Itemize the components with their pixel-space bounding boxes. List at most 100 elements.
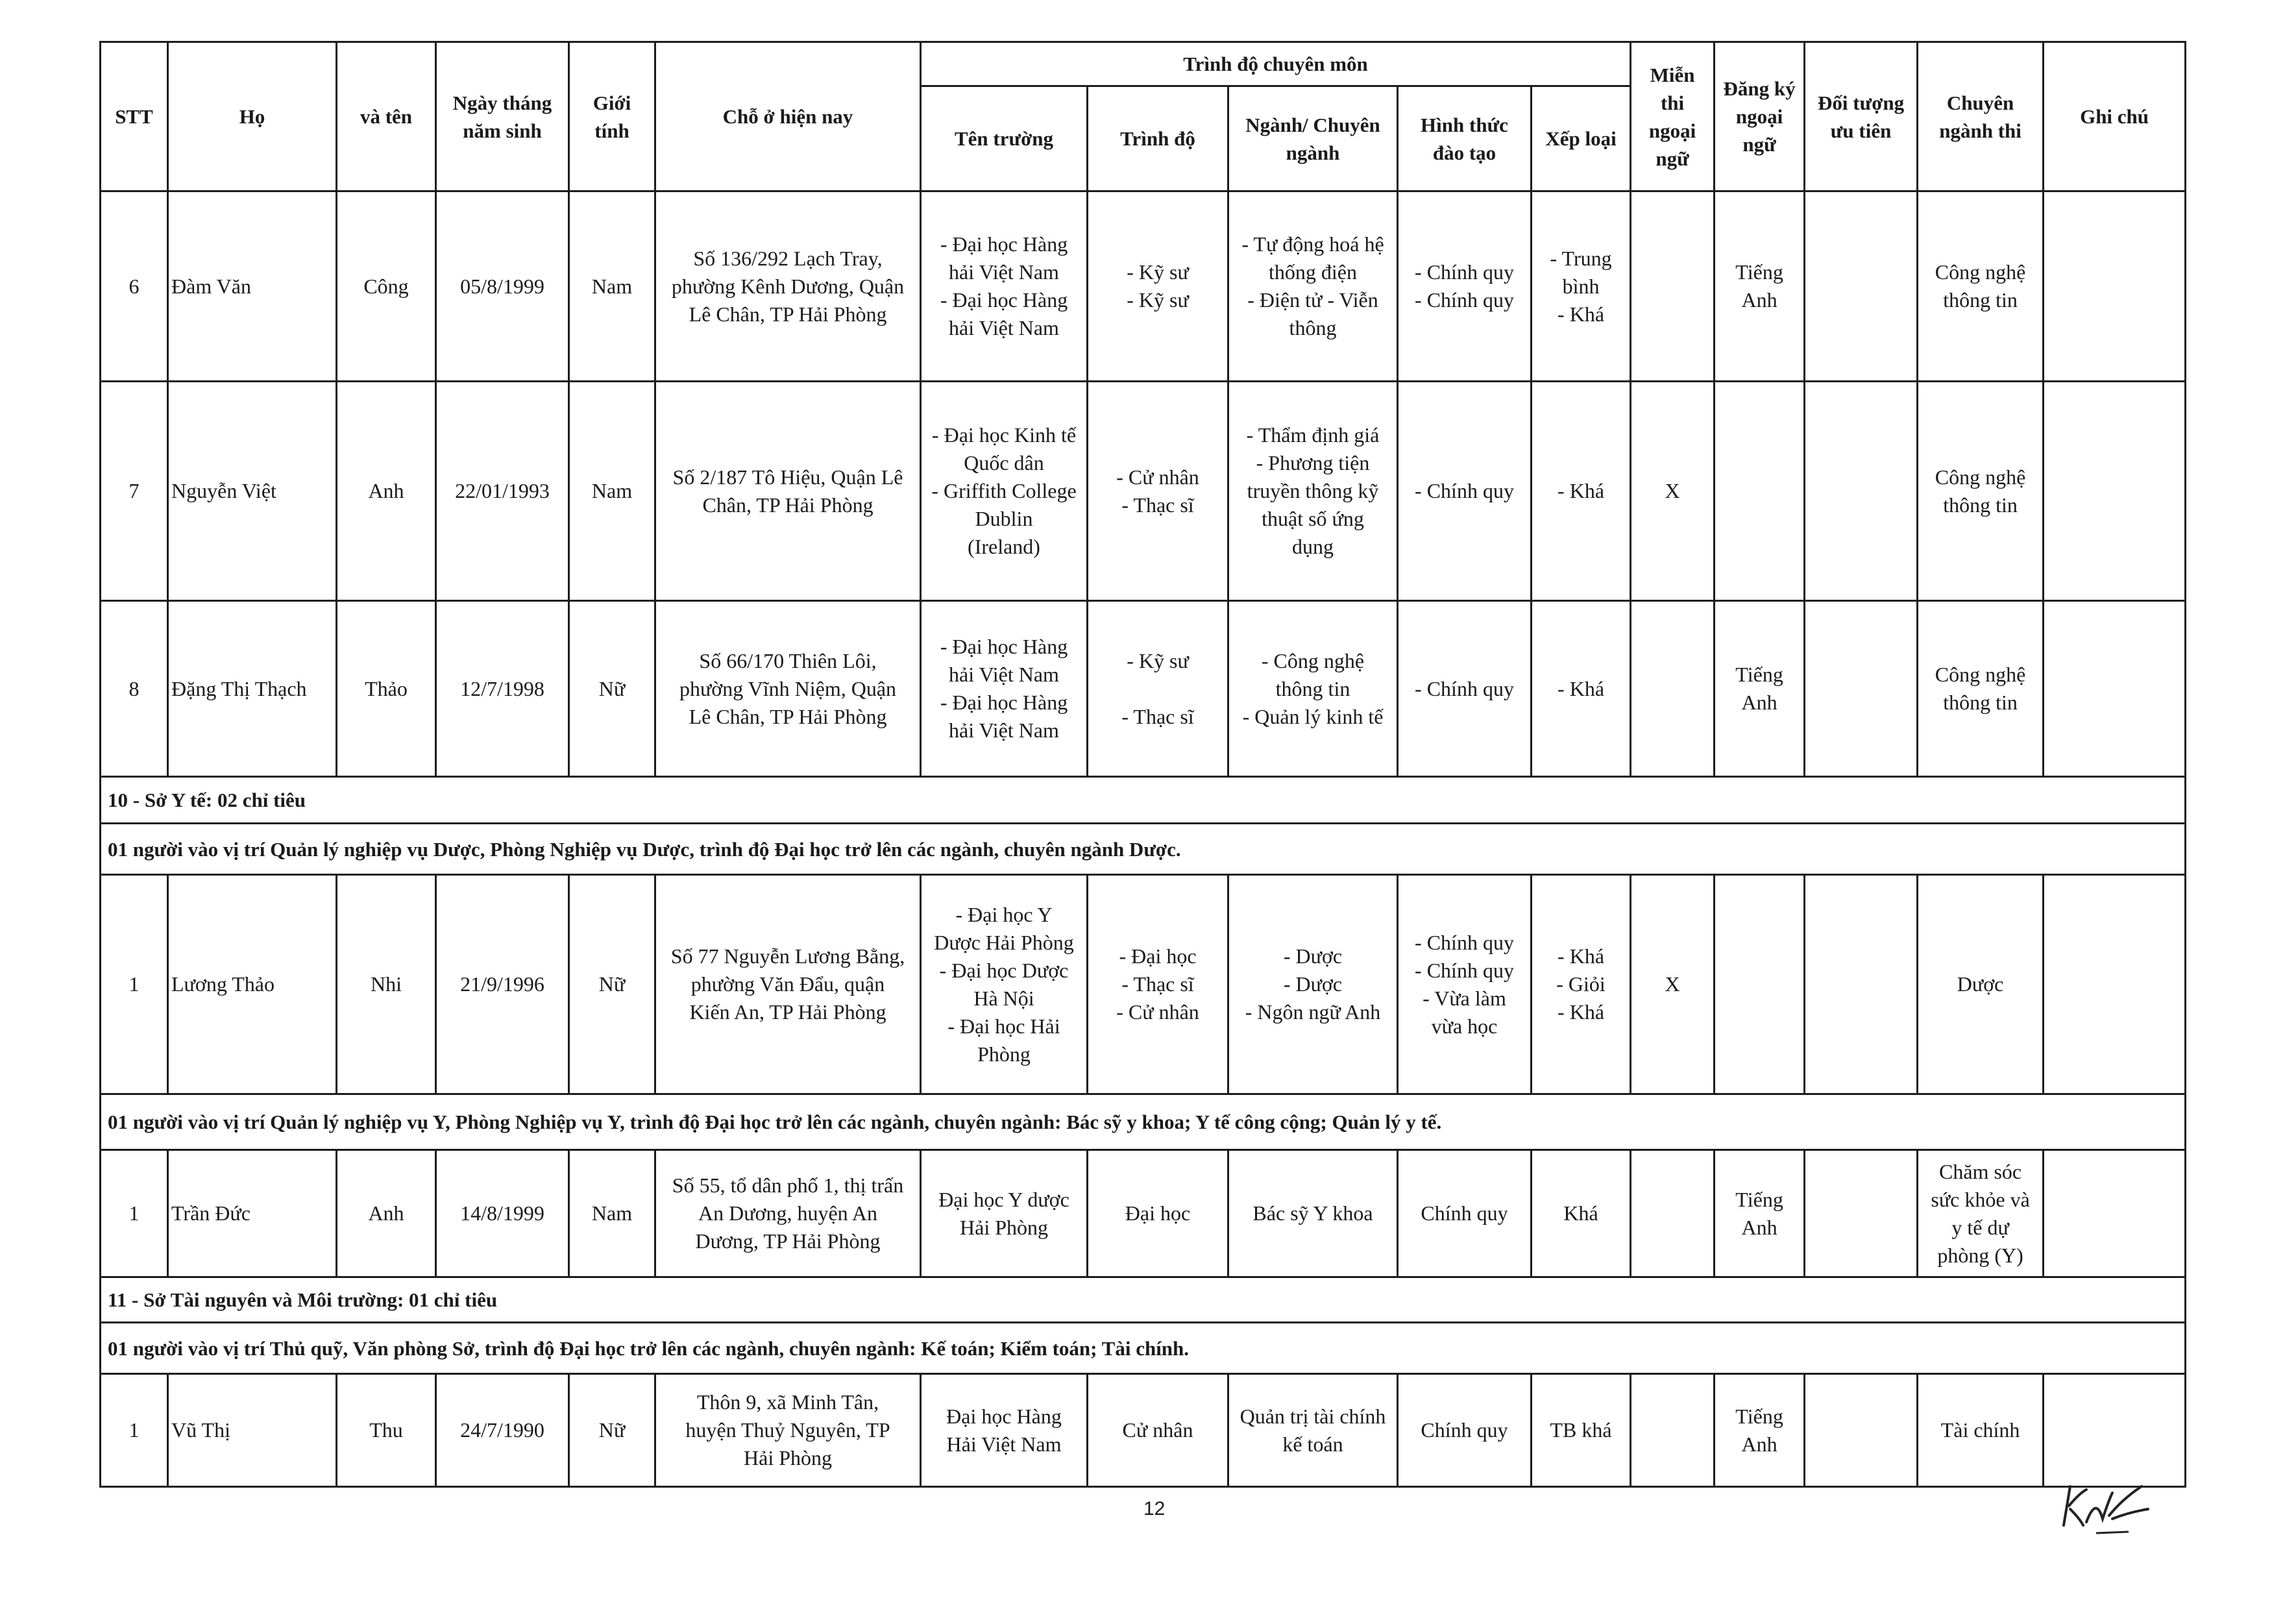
cell-ho: Đặng Thị Thạch bbox=[167, 600, 337, 778]
cell-ten: Nhi bbox=[336, 874, 437, 1095]
cell-ten-truong: - Đại học Hàng hải Việt Nam - Đại học Hà… bbox=[920, 190, 1088, 382]
cell-ho: Lương Thảo bbox=[167, 874, 337, 1095]
header-chuyen-nganh-thi: Chuyên ngành thi bbox=[1916, 41, 2045, 192]
header-doi-tuong: Đối tượng ưu tiên bbox=[1803, 41, 1919, 192]
section-row: 11 - Sở Tài nguyên và Môi trường: 01 chỉ… bbox=[99, 1276, 2187, 1323]
cell-ghi-chu bbox=[2042, 1149, 2187, 1278]
header-ten-truong: Tên trường bbox=[920, 85, 1088, 192]
cell-nganh: Bác sỹ Y khoa bbox=[1227, 1149, 1398, 1278]
cell-dang-ky: Tiếng Anh bbox=[1713, 190, 1806, 382]
cell-doi-tuong bbox=[1803, 1149, 1919, 1278]
cell-chuyen-nganh-thi: Công nghệ thông tin bbox=[1916, 600, 2045, 778]
header-nganh: Ngành/ Chuyên ngành bbox=[1227, 85, 1398, 192]
table-row: 7 Nguyễn Việt Anh 22/01/1993 Nam Số 2/187 Tô … bbox=[99, 380, 2187, 602]
cell-ngay-sinh: 14/8/1999 bbox=[435, 1149, 570, 1278]
cell-mien-thi bbox=[1630, 1149, 1716, 1278]
cell-mien-thi bbox=[1630, 600, 1716, 778]
cell-doi-tuong bbox=[1803, 1373, 1919, 1488]
cell-doi-tuong bbox=[1803, 380, 1919, 602]
cell-hinh-thuc: Chính quy bbox=[1397, 1149, 1532, 1278]
cell-nganh: - Thẩm định giá - Phương tiện truyền thô… bbox=[1227, 380, 1398, 602]
header-ngay-sinh: Ngày tháng năm sinh bbox=[435, 41, 570, 192]
cell-mien-thi: X bbox=[1630, 874, 1716, 1095]
cell-hinh-thuc: - Chính quy bbox=[1397, 380, 1532, 602]
page-number: 12 bbox=[1143, 1498, 1166, 1519]
signature-initials bbox=[2062, 1485, 2149, 1534]
cell-cho-o: Số 55, tổ dân phố 1, thị trấn An Dương, … bbox=[654, 1149, 922, 1278]
cell-gioi-tinh: Nữ bbox=[568, 600, 656, 778]
cell-ghi-chu bbox=[2042, 190, 2187, 382]
header-cho-o: Chỗ ở hiện nay bbox=[654, 41, 922, 192]
section-title: 01 người vào vị trí Thủ quỹ, Văn phòng S… bbox=[99, 1321, 2187, 1375]
cell-trinh-do: Đại học bbox=[1086, 1149, 1229, 1278]
cell-mien-thi bbox=[1630, 190, 1716, 382]
cell-dang-ky: Tiếng Anh bbox=[1713, 1373, 1806, 1488]
cell-gioi-tinh: Nam bbox=[568, 1149, 656, 1278]
cell-ngay-sinh: 24/7/1990 bbox=[435, 1373, 570, 1488]
cell-ten-truong: - Đại học Hàng hải Việt Nam - Đại học Hà… bbox=[920, 600, 1088, 778]
cell-ten-truong: - Đại học Kinh tế Quốc dân - Griffith Co… bbox=[920, 380, 1088, 602]
section-row: 01 người vào vị trí Quản lý nghiệp vụ Dư… bbox=[99, 822, 2187, 876]
cell-ho: Đàm Văn bbox=[167, 190, 337, 382]
cell-trinh-do: - Kỹ sư - Kỹ sư bbox=[1086, 190, 1229, 382]
cell-ho: Nguyễn Việt bbox=[167, 380, 337, 602]
cell-ten: Thu bbox=[336, 1373, 437, 1488]
cell-doi-tuong bbox=[1803, 600, 1919, 778]
cell-nganh: - Tự động hoá hệ thống điện - Điện tử - … bbox=[1227, 190, 1398, 382]
header-ho: Họ bbox=[167, 41, 337, 192]
cell-ngay-sinh: 21/9/1996 bbox=[435, 874, 570, 1095]
cell-gioi-tinh: Nam bbox=[568, 380, 656, 602]
table-row: 6 Đàm Văn Công 05/8/1999 Nam Số 136/292 Lạch … bbox=[99, 190, 2187, 382]
cell-trinh-do: - Cử nhân - Thạc sĩ bbox=[1086, 380, 1229, 602]
cell-gioi-tinh: Nữ bbox=[568, 874, 656, 1095]
cell-dang-ky bbox=[1713, 874, 1806, 1095]
header-hinh-thuc: Hình thức đào tạo bbox=[1397, 85, 1532, 192]
table-row: 1 Lương Thảo Nhi 21/9/1996 Nữ Số 77 Nguyễn Lư… bbox=[99, 874, 2187, 1095]
cell-gioi-tinh: Nam bbox=[568, 190, 656, 382]
cell-ghi-chu bbox=[2042, 874, 2187, 1095]
cell-cho-o: Số 77 Nguyễn Lương Bằng, phường Văn Đẩu,… bbox=[654, 874, 922, 1095]
table-body: 6 Đàm Văn Công 05/8/1999 Nam Số 136/292 Lạch … bbox=[99, 190, 2187, 1488]
cell-cho-o: Số 136/292 Lạch Tray, phường Kênh Dương,… bbox=[654, 190, 922, 382]
cell-xep-loai: - Khá - Giỏi - Khá bbox=[1530, 874, 1632, 1095]
cell-chuyen-nganh-thi: Tài chính bbox=[1916, 1373, 2045, 1488]
cell-ho: Trần Đức bbox=[167, 1149, 337, 1278]
cell-mien-thi bbox=[1630, 1373, 1716, 1488]
cell-gioi-tinh: Nữ bbox=[568, 1373, 656, 1488]
cell-chuyen-nganh-thi: Công nghệ thông tin bbox=[1916, 190, 2045, 382]
section-row: 10 - Sở Y tế: 02 chỉ tiêu bbox=[99, 776, 2187, 824]
cell-ten: Thảo bbox=[336, 600, 437, 778]
cell-ten-truong: - Đại học Y Dược Hải Phòng - Đại học Dượ… bbox=[920, 874, 1088, 1095]
header-va-ten: và tên bbox=[336, 41, 437, 192]
cell-trinh-do: - Kỹ sư - Thạc sĩ bbox=[1086, 600, 1229, 778]
table-row: 1 Vũ Thị Thu 24/7/1990 Nữ Thôn 9, xã Minh Tân… bbox=[99, 1373, 2187, 1488]
cell-cho-o: Số 66/170 Thiên Lôi, phường Vĩnh Niệm, Q… bbox=[654, 600, 922, 778]
section-title: 10 - Sở Y tế: 02 chỉ tiêu bbox=[99, 776, 2187, 824]
section-row: 01 người vào vị trí Thủ quỹ, Văn phòng S… bbox=[99, 1321, 2187, 1375]
cell-xep-loai: - Trung bình - Khá bbox=[1530, 190, 1632, 382]
cell-nganh: Quản trị tài chính kế toán bbox=[1227, 1373, 1398, 1488]
cell-ngay-sinh: 05/8/1999 bbox=[435, 190, 570, 382]
cell-ngay-sinh: 12/7/1998 bbox=[435, 600, 570, 778]
cell-xep-loai: - Khá bbox=[1530, 600, 1632, 778]
cell-stt: 7 bbox=[99, 380, 169, 602]
cell-stt: 8 bbox=[99, 600, 169, 778]
cell-chuyen-nganh-thi: Công nghệ thông tin bbox=[1916, 380, 2045, 602]
cell-dang-ky: Tiếng Anh bbox=[1713, 600, 1806, 778]
cell-ho: Vũ Thị bbox=[167, 1373, 337, 1488]
header-gioi-tinh: Giới tính bbox=[568, 41, 656, 192]
cell-nganh: - Công nghệ thông tin - Quản lý kinh tế bbox=[1227, 600, 1398, 778]
cell-ten: Anh bbox=[336, 1149, 437, 1278]
section-title: 01 người vào vị trí Quản lý nghiệp vụ Y,… bbox=[99, 1093, 2187, 1151]
cell-cho-o: Số 2/187 Tô Hiệu, Quận Lê Chân, TP Hải P… bbox=[654, 380, 922, 602]
cell-stt: 1 bbox=[99, 1373, 169, 1488]
cell-stt: 1 bbox=[99, 874, 169, 1095]
cell-ten: Anh bbox=[336, 380, 437, 602]
cell-xep-loai: TB khá bbox=[1530, 1373, 1632, 1488]
cell-stt: 6 bbox=[99, 190, 169, 382]
cell-chuyen-nganh-thi: Dược bbox=[1916, 874, 2045, 1095]
cell-trinh-do: Cử nhân bbox=[1086, 1373, 1229, 1488]
header-xep-loai: Xếp loại bbox=[1530, 85, 1632, 192]
cell-ten: Công bbox=[336, 190, 437, 382]
cell-ghi-chu bbox=[2042, 380, 2187, 602]
